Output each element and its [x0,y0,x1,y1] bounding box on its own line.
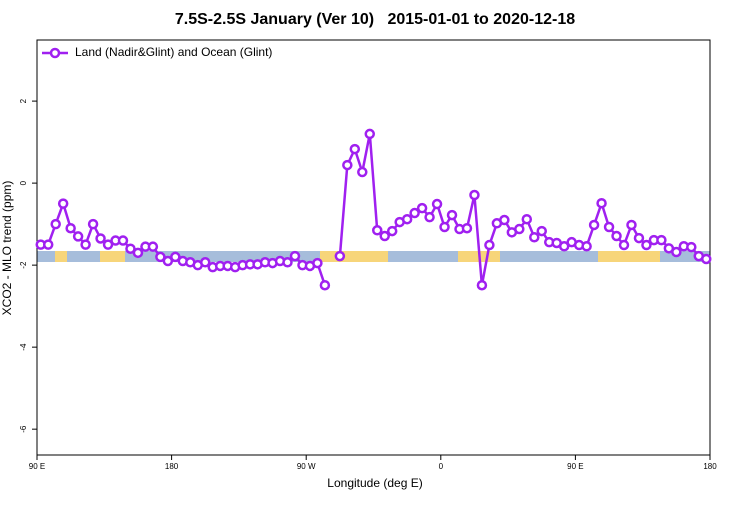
data-point [147,241,159,252]
data-point [618,239,630,251]
land-strip [320,251,388,262]
data-point [117,235,129,246]
land-strip [100,251,125,262]
data-point [484,239,495,251]
data-point [371,225,383,236]
data-point [671,246,682,258]
data-point [87,218,99,230]
data-point [200,257,211,268]
data-point [401,213,413,225]
data-point [686,241,697,253]
data-point [334,250,346,262]
data-point [596,197,607,209]
data-point [611,230,622,242]
data-point [476,279,488,291]
y-tick-label: 0 [19,180,28,185]
y-tick-label: -4 [19,343,28,351]
data-point [50,218,61,230]
data-point [155,251,166,263]
data-point [701,253,712,265]
data-point [439,221,450,233]
y-tick-label: -6 [19,425,28,433]
data-point [42,239,54,250]
land-strip [55,251,67,262]
data-point [312,257,323,269]
data-point [603,221,615,233]
data-point [125,243,136,254]
data-point [95,233,106,244]
data-point [416,202,428,214]
data-point [469,189,480,201]
data-point [581,241,592,252]
data-point [342,159,353,171]
data-point [424,211,435,223]
data-point [386,225,398,237]
x-tick-label: 180 [703,462,717,471]
data-point [641,239,652,251]
data-point [72,231,84,242]
x-tick-label: 90 E [29,462,45,471]
data-point [57,198,69,209]
data-point [626,219,637,231]
y-tick-label: -2 [19,261,28,269]
data-point [319,279,331,291]
data-point [132,247,144,259]
data-point [588,219,600,231]
data-point [170,251,181,263]
data-point [633,232,645,244]
data-point [558,241,570,252]
data-point [656,234,667,246]
data-point [379,230,390,242]
legend-label: Land (Nadir&Glint) and Ocean (Glint) [75,45,272,59]
data-point [499,214,510,226]
data-point [162,255,174,267]
chart-title: 7.5S-2.5S January (Ver 10) 2015-01-01 to… [175,11,575,28]
x-tick-label: 90 W [297,462,316,471]
data-point [289,250,301,262]
land-strip [598,251,660,262]
data-point [349,143,361,155]
data-point [102,239,114,250]
data-point [521,213,533,225]
data-point [514,223,525,235]
data-point [536,225,547,237]
data-point [446,209,458,221]
data-point [461,222,473,234]
data-point [282,257,293,268]
data-point [364,128,376,140]
y-tick-label: 2 [19,98,28,103]
data-point [431,198,443,210]
x-tick-label: 90 E [567,462,583,471]
x-tick-label: 180 [165,462,179,471]
x-tick-label: 0 [439,462,444,471]
y-axis-label: XCO2 - MLO trend (ppm) [0,181,14,316]
data-point [65,222,76,234]
data-point [80,239,91,250]
x-axis-label: Longitude (deg E) [327,476,422,490]
legend-marker [49,47,61,59]
data-point [357,166,368,178]
data-point [529,231,540,243]
data-point [409,207,420,219]
